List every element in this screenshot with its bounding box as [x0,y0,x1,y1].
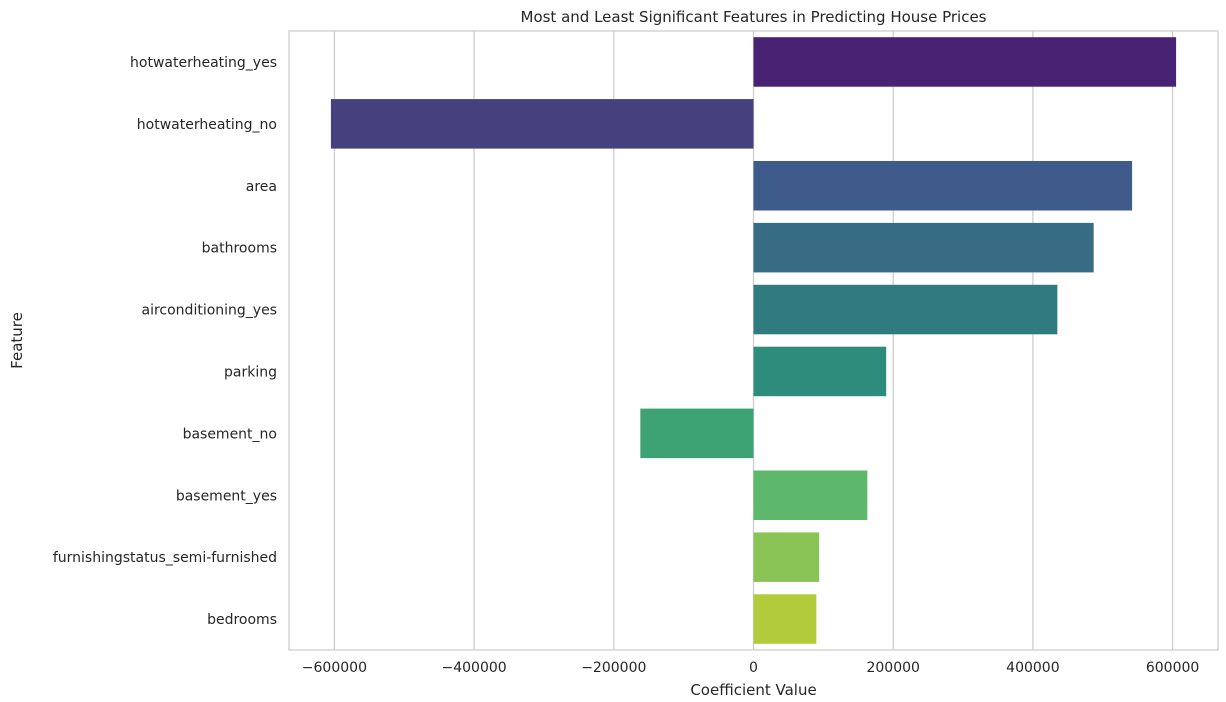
x-tick-label: 400000 [1006,660,1059,676]
y-tick-label: basement_yes [176,488,277,504]
y-tick-label: parking [224,364,277,380]
x-axis-label: Coefficient Value [690,681,816,699]
x-tick-label: −200000 [581,660,646,676]
y-tick-label: bathrooms [202,241,277,257]
y-tick-labels: hotwaterheating_yes hotwaterheating_noare… [53,55,277,628]
bar-basement_no [640,408,754,459]
x-tick-label: −400000 [442,660,507,676]
bar-bedrooms [753,594,817,644]
y-tick-label: bedrooms [207,612,277,628]
bar-furnishingstatus_semi-furnished [753,532,820,582]
bar-area [753,160,1133,211]
y-axis-label: Feature [8,312,26,369]
y-tick-label: airconditioning_yes [142,303,278,319]
bar-hotwaterheating_no [330,99,754,149]
bar-hotwaterheating_yes [753,37,1177,87]
bar-parking [753,346,887,397]
chart-title: Most and Least Significant Features in P… [521,8,987,26]
y-tick-label: basement_no [183,426,277,442]
y-tick-label: furnishingstatus_semi-furnished [53,550,277,566]
x-tick-labels: −600000 −400000 −200000 0 200000 400000 600000 [302,660,1200,676]
x-tick-label: 0 [749,660,758,676]
plot-frame [288,30,1219,651]
bar-basement_yes [753,470,868,521]
y-tick-label: hotwaterheating_yes [130,55,277,71]
x-tick-label: −600000 [302,660,367,676]
y-tick-label: area [246,179,277,195]
x-tick-label: 600000 [1146,660,1199,676]
bar-bathrooms [753,222,1094,273]
bar-airconditioning_yes [753,284,1058,335]
y-tick-label: hotwaterheating_no [137,117,277,133]
bars [330,37,1177,644]
x-tick-label: 200000 [866,660,919,676]
